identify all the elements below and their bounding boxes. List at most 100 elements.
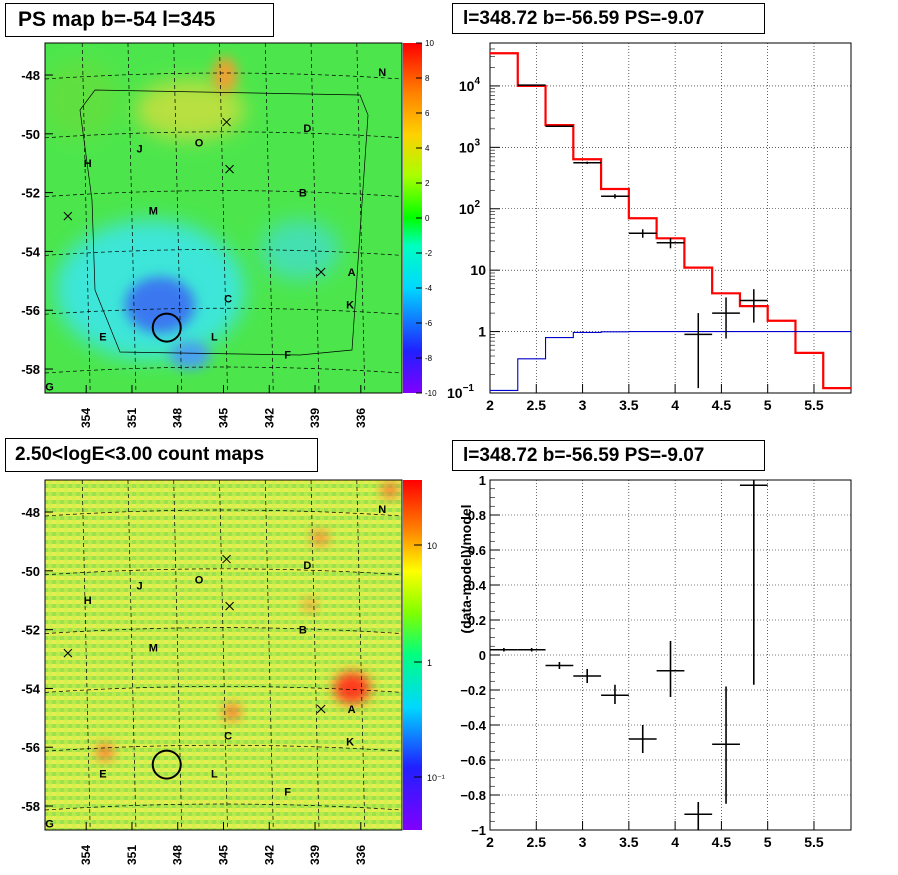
spectrum-xtick-label-3.5: 3.5 xyxy=(619,397,639,413)
residual-ylabel: (data-model)/model xyxy=(458,504,474,633)
count-map-cross-marker-0 xyxy=(222,554,231,564)
spectrum-title: l=348.72 b=-56.59 PS=-9.07 xyxy=(452,3,765,34)
count-map-cross-marker-1 xyxy=(225,601,234,611)
count-map-cross-marker-3 xyxy=(316,704,326,714)
residual-panel: 2 2.5 3 3.5 4 4.5 5 5.5 −1 −0.8 −0.6 −0.4 −0.2 0 0.2 0.… xyxy=(458,473,852,850)
ps-map-source-label-A: A xyxy=(348,267,356,279)
ps-map-source-label-L: L xyxy=(211,332,218,344)
ps-map-xtick-label-354: 354 xyxy=(79,408,93,428)
count-map-xtick-label-336: 336 xyxy=(354,845,368,865)
residual-xtick-label-5.5: 5.5 xyxy=(804,834,824,850)
count-colorbar xyxy=(403,480,422,830)
ps-map-xtick-label-351: 351 xyxy=(125,408,139,428)
ps-map-source-label-O: O xyxy=(195,138,204,150)
count-map-title-text: 2.50<logE<3.00 count maps xyxy=(15,444,265,465)
ps-map-grid-lat--50 xyxy=(45,131,402,139)
ps-map-ytick-label--54: -54 xyxy=(21,244,41,259)
count-map-source-label-L: L xyxy=(211,769,218,781)
ps-map-source-label-E: E xyxy=(99,332,106,344)
residual-ytick-label--1: −1 xyxy=(471,823,486,838)
count-map-xtick-label-345: 345 xyxy=(217,845,231,865)
count-map-xtick-label-339: 339 xyxy=(308,845,322,865)
residual-ytick-label-1: 1 xyxy=(479,473,486,488)
ps-map-grid-lon-345 xyxy=(219,43,228,393)
count-map-title: 2.50<logE<3.00 count maps xyxy=(5,438,318,472)
count-map-target-circle xyxy=(151,749,182,780)
count-map-panel: N D J O H B M A C K E L F G 10 1 10⁻¹ -48 -50 -52 -54 -56 -5… xyxy=(21,479,445,865)
residual-title: l=348.72 b=-56.59 PS=-9.07 xyxy=(452,440,765,471)
ps-map-title: PS map b=-54 l=345 xyxy=(5,3,274,37)
count-map-grid-lat--48 xyxy=(45,509,402,517)
count-colorbar-label-0: 10 xyxy=(427,541,437,551)
count-map-source-label-A: A xyxy=(348,704,356,716)
spectrum-xtick-label-5.5: 5.5 xyxy=(804,397,824,413)
residual-ytick-label--0.6: −0.6 xyxy=(460,753,486,768)
count-map-xtick-label-342: 342 xyxy=(262,845,276,865)
count-map-grid-lon-345 xyxy=(219,480,228,830)
ps-colorbar-label--10: -10 xyxy=(425,389,437,398)
spectrum-ytick-label-1000: 103 xyxy=(459,137,481,155)
ps-colorbar xyxy=(403,43,422,393)
spectrum-frame xyxy=(489,42,852,394)
residual-xtick-label-4: 4 xyxy=(671,834,679,850)
ps-colorbar-label-4: 4 xyxy=(425,144,430,153)
count-map-ytick-label--52: -52 xyxy=(21,623,40,638)
residual-xtick-label-4.5: 4.5 xyxy=(712,834,732,850)
ps-map-xtick-label-342: 342 xyxy=(262,408,276,428)
residual-ytick-label-0: 0 xyxy=(479,648,486,663)
residual-ytick-label--0.8: −0.8 xyxy=(460,788,486,803)
spectrum-xtick-label-4: 4 xyxy=(671,397,679,413)
count-map-cross-marker-2 xyxy=(63,648,73,658)
residual-ytick-label-0.6: 0.6 xyxy=(468,543,486,558)
ps-map-ytick-label--58: -58 xyxy=(21,362,40,377)
ps-map-grid-lat--58 xyxy=(45,366,402,374)
residual-ytick-label--0.2: −0.2 xyxy=(460,683,486,698)
count-map-ytick-label--48: -48 xyxy=(21,505,40,520)
count-map-source-label-D: D xyxy=(303,560,311,572)
residual-ytick-label-0.8: 0.8 xyxy=(468,508,486,523)
count-map-xtick-label-351: 351 xyxy=(125,845,139,865)
ps-colorbar-label-0: 0 xyxy=(425,214,430,223)
count-map-source-label-J: J xyxy=(137,581,143,593)
ps-colorbar-label--8: -8 xyxy=(425,354,433,363)
count-map-grid-lat--54 xyxy=(45,686,402,693)
spectrum-ytick-label-100: 102 xyxy=(459,199,481,217)
ps-map-source-label-H: H xyxy=(84,158,92,170)
ps-map-source-label-D: D xyxy=(303,123,311,135)
residual-xtick-label-3.5: 3.5 xyxy=(619,834,639,850)
ps-map-source-label-J: J xyxy=(137,144,143,156)
ps-map-grid xyxy=(45,43,402,393)
spectrum-xtick-label-3: 3 xyxy=(579,397,587,413)
ps-map-grid-lon-354 xyxy=(81,43,91,393)
ps-map-target-circle xyxy=(151,312,182,343)
ps-map-source-label-K: K xyxy=(346,299,354,311)
ps-map-ytick-label--50: -50 xyxy=(21,127,40,142)
residual-ytick-label-0.2: 0.2 xyxy=(468,613,486,628)
spectrum-title-text: l=348.72 b=-56.59 PS=-9.07 xyxy=(463,8,705,29)
ps-map-grid-lat--52 xyxy=(45,190,402,197)
ps-map-blob-orange xyxy=(213,57,237,93)
count-map-source-label-E: E xyxy=(99,769,106,781)
count-map-grid-lon-342 xyxy=(264,480,274,830)
count-map-source-label-M: M xyxy=(149,642,158,654)
ps-map-blob-cyan-2 xyxy=(260,220,340,280)
count-map-xtick-label-354: 354 xyxy=(79,845,93,865)
ps-map-source-label-N: N xyxy=(378,67,386,79)
count-map-source-label-N: N xyxy=(378,504,386,516)
residual-xtick-label-3: 3 xyxy=(579,834,587,850)
ps-colorbar-label-2: 2 xyxy=(425,179,430,188)
ps-map-xtick-label-339: 339 xyxy=(308,408,322,428)
ps-map-grid-lon-351 xyxy=(127,43,137,393)
ps-map-source-label-F: F xyxy=(284,349,291,361)
count-colorbar-label-2: 10⁻¹ xyxy=(427,773,445,783)
spectrum-xtick-label-2: 2 xyxy=(486,397,494,413)
ps-map-grid-lat--54 xyxy=(45,249,402,256)
count-map-xtick-label-348: 348 xyxy=(171,845,185,865)
ps-colorbar-label--2: -2 xyxy=(425,249,433,258)
count-map-grid-lat--50 xyxy=(45,568,402,576)
ps-map-blobs xyxy=(45,43,402,393)
count-map-source-label-F: F xyxy=(284,786,291,798)
ps-map-cross-marker-3 xyxy=(316,267,326,277)
ps-map-cross-marker-0 xyxy=(222,117,231,127)
